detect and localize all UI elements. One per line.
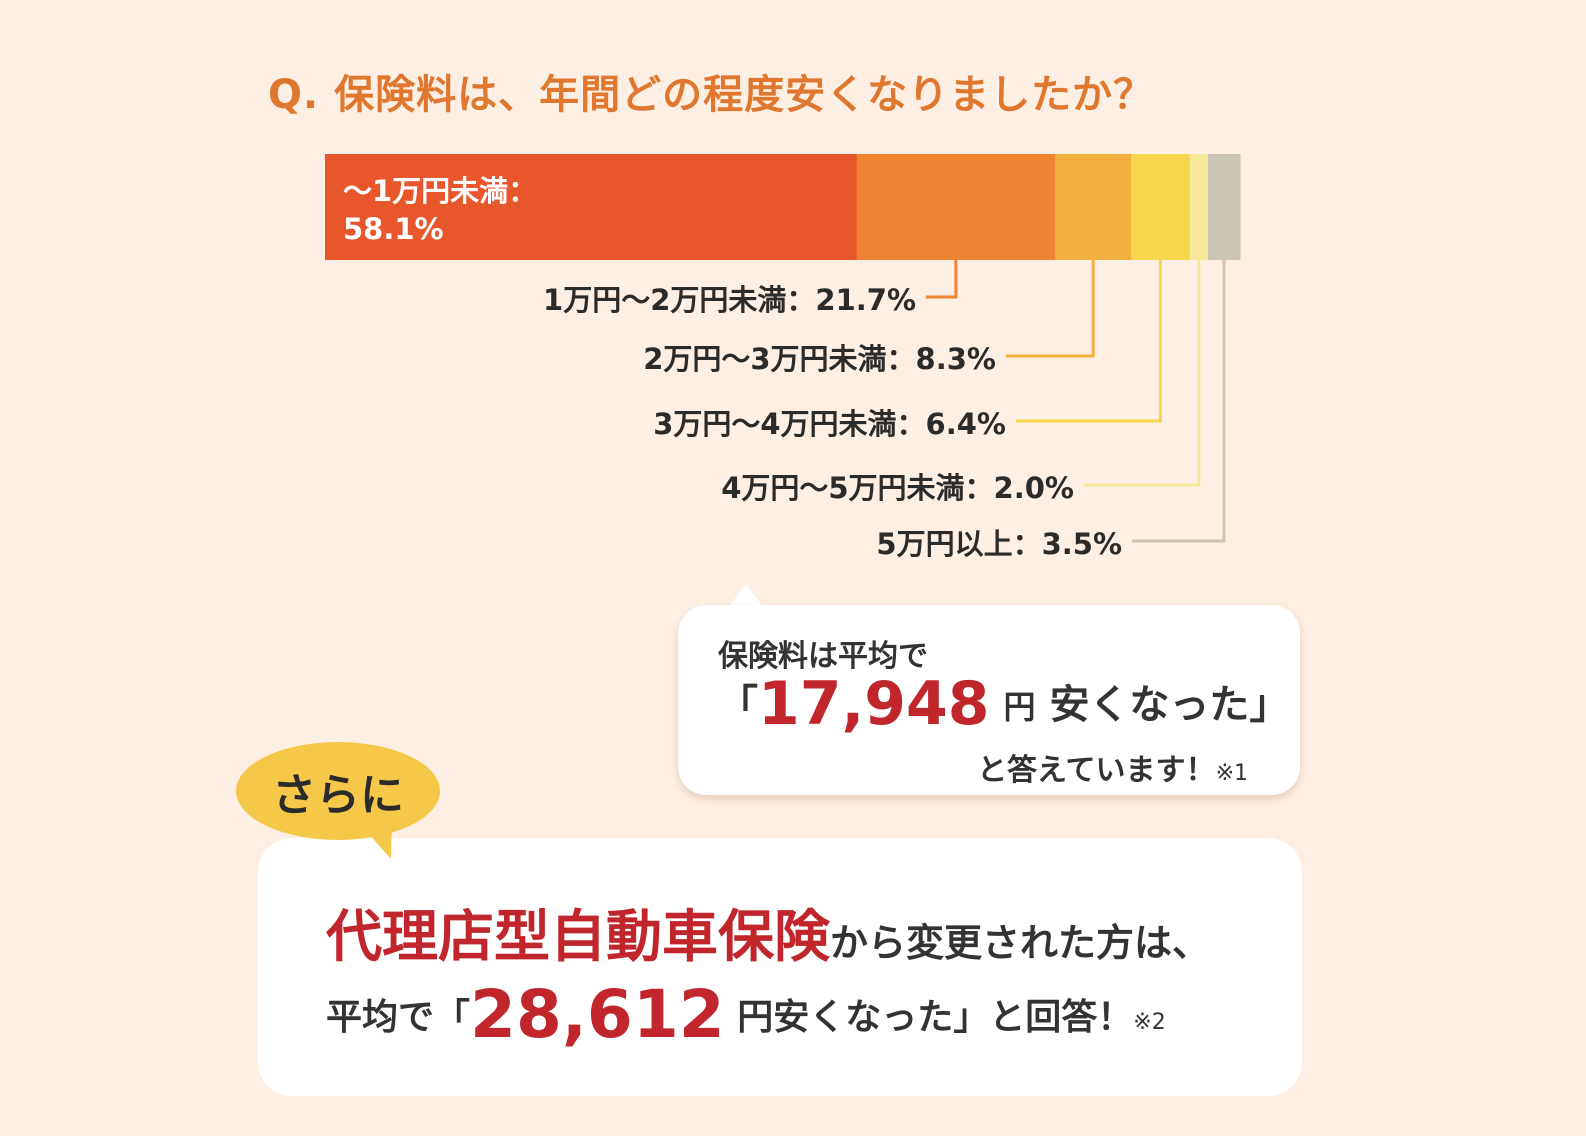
bubble2-line1: 代理店型自動車保険から変更された方は、 bbox=[326, 892, 1210, 973]
segment-label-1-value: 58.1% bbox=[343, 212, 444, 246]
bar-segment-2 bbox=[856, 154, 1056, 260]
bar-segment-1 bbox=[325, 154, 858, 260]
bar-segment-6 bbox=[1207, 154, 1241, 260]
bar-segment-5 bbox=[1189, 154, 1209, 260]
bubble1-tail bbox=[728, 584, 764, 608]
leader-line-2 bbox=[926, 260, 958, 299]
bubble1-outro-text: と答えています！ bbox=[977, 753, 1216, 788]
category-label-5: 4万円～5万円未満：2.0% bbox=[721, 471, 1074, 505]
segment-label-1: ～1万円未満： 58.1% bbox=[343, 172, 537, 248]
category-label-4: 3万円～4万円未満：6.4% bbox=[653, 407, 1006, 441]
segment-label-1-category: ～1万円未満： bbox=[343, 174, 538, 208]
average-savings-bubble: 保険料は平均で 「17,948 円 安くなった」 と答えています！※1 bbox=[678, 605, 1300, 795]
furthermore-badge: さらに bbox=[236, 742, 440, 840]
agency-insurance-bubble: 代理店型自動車保険から変更された方は、 平均で「28,612 円安くなった」と回… bbox=[258, 838, 1302, 1096]
bar-segment-3 bbox=[1055, 154, 1132, 260]
bubble1-phrase: 安くなった bbox=[1049, 682, 1250, 728]
bubble1-open-quote: 「 bbox=[718, 682, 758, 728]
bubble2-prefix: 平均で「 bbox=[326, 997, 471, 1038]
bubble1-intro: 保険料は平均で bbox=[718, 639, 928, 674]
leader-line-5 bbox=[1084, 260, 1201, 487]
leader-line-6 bbox=[1132, 260, 1226, 543]
bubble2-note: ※2 bbox=[1133, 1010, 1166, 1035]
bubble1-amount: 17,948 bbox=[758, 669, 990, 739]
bubble1-close-quote: 」 bbox=[1249, 682, 1290, 728]
bubble2-line2: 平均で「28,612 円安くなった」と回答！※2 bbox=[326, 976, 1166, 1053]
bubble2-amount: 28,612 bbox=[470, 976, 725, 1053]
bubble2-highlight: 代理店型自動車保険 bbox=[326, 905, 830, 970]
leader-line-3 bbox=[1006, 260, 1095, 358]
bubble1-amount-line: 「17,948 円 安くなった」 bbox=[718, 669, 1289, 739]
leader-line-4 bbox=[1016, 260, 1162, 423]
bubble2-suffix: 円安くなった」と回答！ bbox=[737, 997, 1134, 1038]
category-label-2: 1万円～2万円未満：21.7% bbox=[543, 283, 916, 317]
category-label-3: 2万円～3万円未満：8.3% bbox=[643, 342, 996, 376]
bubble1-yen: 円 bbox=[1003, 688, 1036, 726]
category-label-6: 5万円以上：3.5% bbox=[876, 527, 1122, 561]
bar-segment-4 bbox=[1131, 154, 1191, 260]
bubble1-outro: と答えています！※1 bbox=[977, 745, 1248, 789]
question-title: Q. 保険料は、年間どの程度安くなりましたか？ bbox=[268, 72, 1155, 118]
bubble1-note: ※1 bbox=[1215, 761, 1248, 786]
bubble2-line1-rest: から変更された方は、 bbox=[830, 921, 1211, 965]
